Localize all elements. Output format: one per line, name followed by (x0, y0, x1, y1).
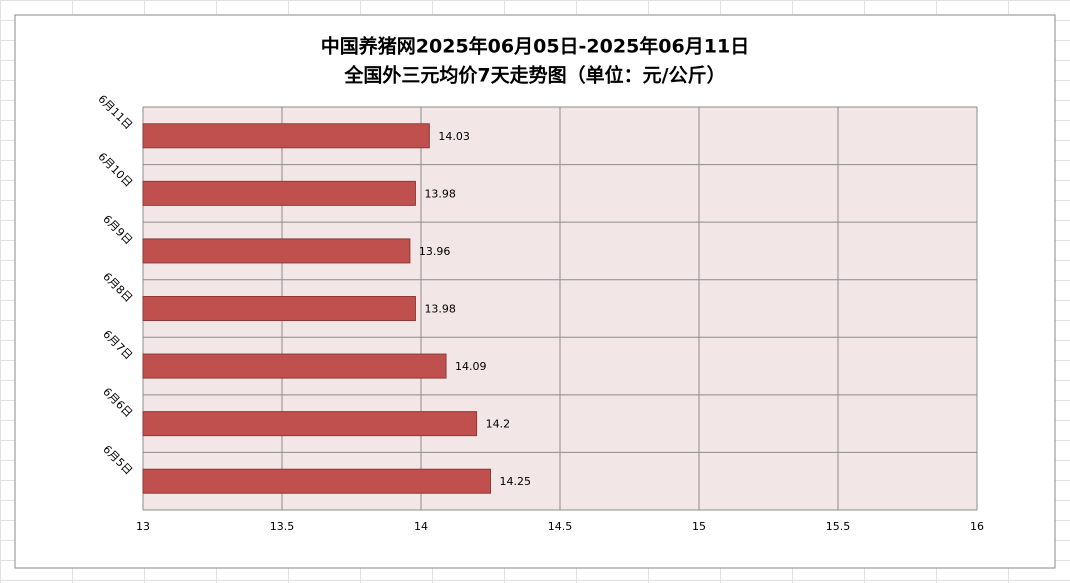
x-tick-label: 14.5 (548, 520, 573, 533)
x-tick-label: 13.5 (270, 520, 295, 533)
x-tick-label: 16 (970, 520, 984, 533)
chart-title: 中国养猪网2025年06月05日-2025年06月11日 (321, 35, 749, 58)
bar (142, 296, 416, 321)
bar (142, 353, 447, 379)
bar (142, 238, 411, 264)
x-tick-label: 15.5 (826, 520, 851, 533)
data-label: 13.98 (424, 303, 456, 316)
data-label: 14.03 (438, 130, 470, 143)
x-tick-label: 15 (692, 520, 706, 533)
data-label: 14.2 (486, 418, 511, 431)
data-label: 14.25 (500, 475, 532, 488)
data-label: 13.98 (424, 187, 456, 200)
bar (142, 180, 416, 206)
x-tick-label: 14 (414, 520, 428, 533)
bar (142, 468, 491, 494)
x-tick-label: 13 (136, 520, 150, 533)
chart-subtitle: 全国外三元均价7天走势图（单位：元/公斤） (343, 64, 725, 87)
bar (142, 411, 478, 437)
data-label: 14.09 (455, 360, 487, 373)
bar (142, 123, 430, 149)
data-label: 13.96 (419, 245, 451, 258)
